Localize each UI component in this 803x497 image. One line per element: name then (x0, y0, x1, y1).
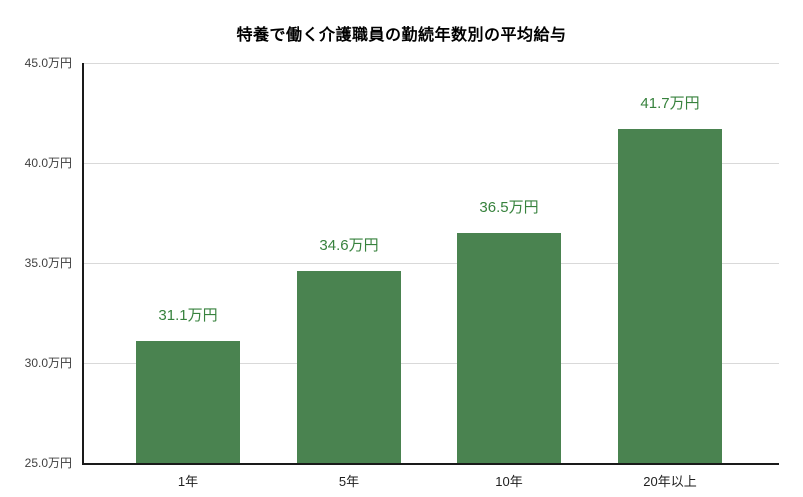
x-axis-label: 20年以上 (643, 474, 697, 489)
bar-value-label: 36.5万円 (479, 199, 539, 216)
y-axis-label: 45.0万円 (24, 56, 72, 70)
x-axis-label: 5年 (338, 474, 360, 489)
bar (297, 271, 401, 463)
x-axis-label: 1年 (177, 474, 199, 489)
gridline (84, 263, 779, 264)
bar-value-label: 34.6万円 (319, 237, 379, 254)
y-axis-label: 30.0万円 (24, 356, 72, 370)
bar-value-label: 31.1万円 (158, 307, 218, 324)
y-axis-label: 25.0万円 (24, 456, 72, 470)
y-axis-label: 35.0万円 (24, 256, 72, 270)
gridline (84, 363, 779, 364)
y-axis-label: 40.0万円 (24, 156, 72, 170)
gridline (84, 63, 779, 64)
chart-title: 特養で働く介護職員の勤続年数別の平均給与 (236, 27, 567, 44)
bar (136, 341, 240, 463)
plot-area (82, 63, 779, 465)
bar (457, 233, 561, 463)
x-axis-label: 10年 (495, 474, 523, 489)
bar (618, 129, 722, 463)
bar-value-label: 41.7万円 (640, 95, 700, 112)
gridline (84, 163, 779, 164)
